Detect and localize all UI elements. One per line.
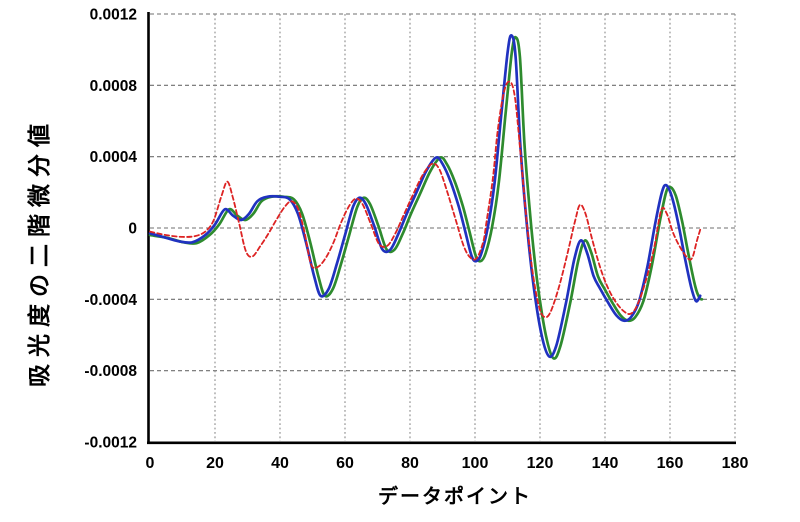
y-tick-label: -0.0012 — [84, 435, 137, 452]
y-tick-label: -0.0004 — [84, 292, 137, 309]
x-tick-label: 20 — [206, 455, 224, 472]
y-axis-title: 吸光度の二階微分値 — [26, 117, 52, 387]
y-tick-label: 0.0004 — [90, 149, 138, 166]
x-tick-label: 0 — [146, 455, 155, 472]
x-tick-label: 60 — [336, 455, 354, 472]
x-tick-label: 100 — [462, 455, 489, 472]
x-tick-label: 40 — [271, 455, 289, 472]
series-red-line — [149, 80, 702, 319]
y-tick-label: 0.0012 — [90, 7, 137, 24]
x-tick-label: 80 — [401, 455, 419, 472]
y-tick-label: 0 — [128, 221, 137, 238]
x-axis-title: データポイント — [378, 486, 532, 508]
x-tick-label: 140 — [592, 455, 619, 472]
y-tick-label: 0.0008 — [90, 78, 138, 95]
x-tick-label: 160 — [657, 455, 684, 472]
y-tick-label: -0.0008 — [84, 363, 137, 380]
x-tick-label: 180 — [722, 455, 749, 472]
series-blue-line — [148, 34, 702, 359]
x-tick-label: 120 — [527, 455, 554, 472]
